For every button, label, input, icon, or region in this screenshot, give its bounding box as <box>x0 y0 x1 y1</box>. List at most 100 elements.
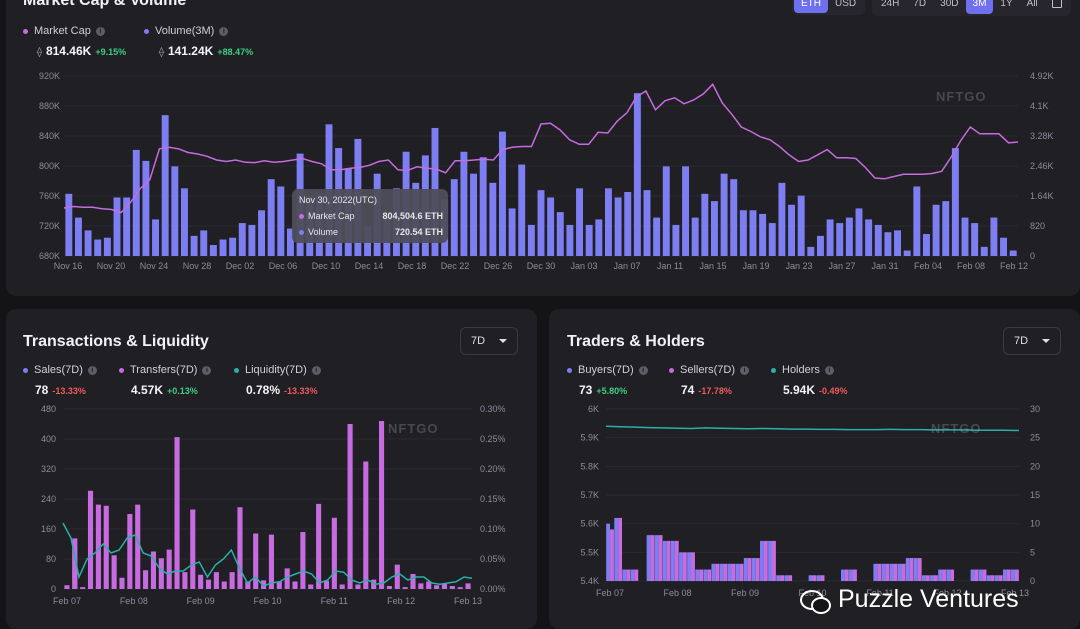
legend-buyers[interactable]: Buyers(7D) i <box>567 364 648 376</box>
calendar-button[interactable] <box>1045 0 1069 14</box>
bar-sellers <box>682 552 687 581</box>
stat-value: 78 <box>35 383 49 397</box>
bar-volume <box>286 228 294 256</box>
bar-volume <box>152 219 160 256</box>
legend-volume[interactable]: Volume(3M) i <box>144 25 229 37</box>
bar-sellers <box>933 575 938 581</box>
y-right-tick-label: 1.64K <box>1030 191 1054 201</box>
stat-change: +0.13% <box>167 386 198 396</box>
bar-volume <box>922 234 930 256</box>
bar-buyers <box>978 569 983 581</box>
currency-usd-button[interactable]: USD <box>835 0 857 9</box>
legend-liquidity[interactable]: Liquidity(7D) i <box>234 364 321 376</box>
bar-volume <box>527 224 535 256</box>
x-tick-label: Jan 07 <box>613 261 640 271</box>
bar-volume <box>103 237 111 256</box>
y-right-tick-label: 30 <box>1030 404 1040 414</box>
bar-buyers <box>711 563 716 581</box>
legend-label: Volume(3M) <box>155 25 215 37</box>
y-left-tick-label: 5.5K <box>580 547 599 557</box>
bar-transfers <box>410 574 416 589</box>
bar-transfers <box>284 568 290 589</box>
y-right-tick-label: 0.00% <box>480 584 506 594</box>
legend-holders[interactable]: Holders i <box>771 364 834 376</box>
bar-volume <box>788 204 796 256</box>
info-icon[interactable]: i <box>824 365 834 375</box>
x-tick-label: Dec 22 <box>441 261 470 271</box>
legend-market-cap[interactable]: Market Cap i <box>23 25 105 37</box>
bar-volume <box>633 93 641 256</box>
legend-sellers[interactable]: Sellers(7D) i <box>669 364 750 376</box>
bar-transfers <box>237 507 243 589</box>
period-select[interactable]: 7D <box>460 327 518 355</box>
range-24h-button[interactable]: 24H <box>881 0 900 9</box>
x-tick-label: Dec 06 <box>269 261 298 271</box>
chevron-down-icon <box>1042 339 1050 343</box>
bar-volume <box>614 197 622 256</box>
x-tick-label: Dec 10 <box>312 261 341 271</box>
info-icon[interactable]: i <box>311 365 321 375</box>
range-7d-button[interactable]: 7D <box>913 0 927 9</box>
chart-tooltip: Nov 30, 2022(UTC) Market Cap 804,504.6 E… <box>292 189 448 243</box>
stat-value: 73 <box>579 383 593 397</box>
y-left-tick-label: 6K <box>588 404 599 414</box>
bar-volume <box>903 250 911 256</box>
bar-volume <box>508 208 516 256</box>
y-left-tick-label: 880K <box>39 101 60 111</box>
info-icon[interactable]: i <box>87 365 97 375</box>
info-icon[interactable]: i <box>740 365 750 375</box>
info-icon[interactable]: i <box>202 365 212 375</box>
bar-transfers <box>347 424 353 589</box>
bar-transfers <box>323 580 330 589</box>
range-30d-button[interactable]: 30D <box>940 0 959 9</box>
stat-change: -0.49% <box>819 386 848 396</box>
stat-change: +9.15% <box>95 47 127 57</box>
bar-volume <box>547 197 555 256</box>
info-icon[interactable]: i <box>95 26 105 36</box>
y-left-tick-label: 400 <box>41 434 56 444</box>
legend-dot <box>144 28 149 34</box>
x-tick-label: Jan 27 <box>828 261 855 271</box>
currency-eth-button[interactable]: ETH <box>794 0 828 13</box>
bar-volume <box>518 164 526 256</box>
x-tick-label: Feb 10 <box>253 596 281 606</box>
nftgo-watermark: NFTGO <box>931 421 982 436</box>
bar-volume <box>74 217 82 256</box>
period-select[interactable]: 7D <box>1003 327 1061 355</box>
bar-transfers <box>441 583 448 589</box>
bar-transfers <box>229 572 235 589</box>
stat-change: -13.33% <box>52 386 86 396</box>
bar-buyers <box>670 540 675 581</box>
select-value: 7D <box>471 335 486 347</box>
info-icon[interactable]: i <box>219 26 229 36</box>
info-icon[interactable]: i <box>638 365 648 375</box>
bar-volume <box>826 219 834 256</box>
y-right-tick-label: 20 <box>1030 461 1040 471</box>
sellers-stat: 74 -17.78% <box>681 381 732 399</box>
bar-transfers <box>434 585 440 589</box>
bar-buyers <box>921 575 926 581</box>
range-all-button[interactable]: All <box>1026 0 1038 9</box>
y-left-tick-label: 0 <box>51 584 56 594</box>
transactions-liquidity-chart: 0 80 160 240 320 400 480 0.00% 0.05% 0.10% 0.15% 0.… <box>41 404 506 606</box>
y-left-tick-label: 720K <box>39 221 60 231</box>
bar-sellers <box>731 563 736 581</box>
bar-volume <box>277 186 285 256</box>
bar-volume <box>855 208 863 256</box>
market-cap-volume-panel: Market Cap & Volume ETH USD 24H 7D 30D 3… <box>6 0 1080 296</box>
legend-sales[interactable]: Sales(7D) i <box>23 364 97 376</box>
range-3m-button[interactable]: 3M <box>965 0 994 14</box>
bar-buyers <box>776 575 781 581</box>
x-tick-label: Dec 18 <box>398 261 427 271</box>
bar-volume <box>460 151 468 256</box>
bar-transfers <box>72 538 78 589</box>
legend-transfers[interactable]: Transfers(7D) i <box>119 364 212 376</box>
y-left-tick-label: 160 <box>41 524 56 534</box>
bar-buyers <box>930 575 934 581</box>
bar-buyers <box>687 552 692 581</box>
legend-label: Sales(7D) <box>34 364 83 376</box>
bar-transfers <box>402 587 408 589</box>
bar-volume <box>190 235 198 256</box>
range-1y-button[interactable]: 1Y <box>1000 0 1013 9</box>
bar-buyers <box>881 563 886 581</box>
